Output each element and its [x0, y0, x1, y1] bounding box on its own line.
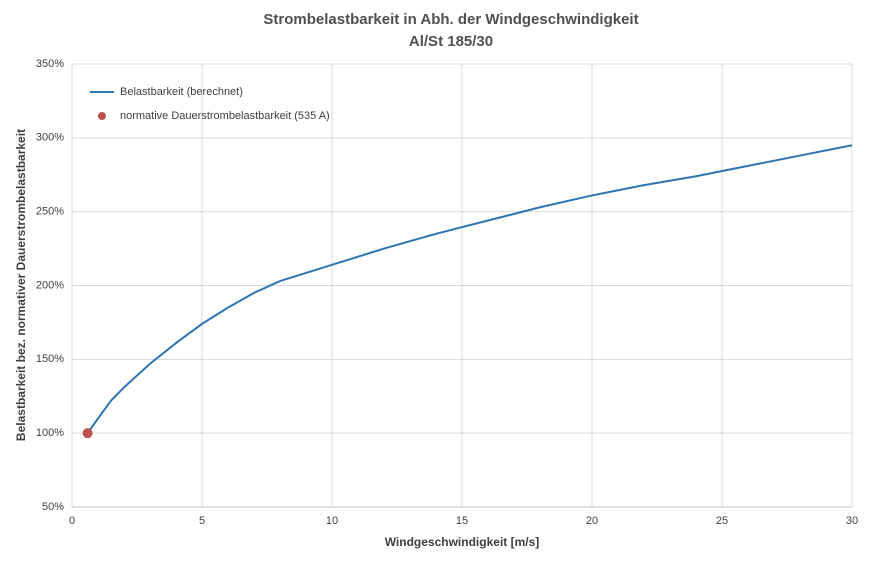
x-tick-label: 5	[199, 515, 205, 527]
y-tick-label: 100%	[36, 427, 64, 439]
x-tick-label: 25	[716, 515, 728, 527]
y-axis-title: Belastbarkeit bez. normativer Dauerstrom…	[14, 129, 28, 441]
x-tick-label: 15	[456, 515, 468, 527]
x-tick-label: 0	[69, 515, 75, 527]
data-point	[82, 428, 93, 439]
y-tick-label: 50%	[42, 501, 64, 513]
y-tick-label: 150%	[36, 353, 64, 365]
chart-title: Strombelastbarkeit in Abh. der Windgesch…	[263, 11, 638, 28]
legend-label: normative Dauerstrombelastbarkeit (535 A…	[120, 110, 330, 122]
y-tick-label: 300%	[36, 132, 64, 144]
x-tick-label: 30	[846, 515, 858, 527]
y-tick-label: 350%	[36, 58, 64, 70]
chart-subtitle: Al/St 185/30	[409, 33, 493, 50]
data-line	[86, 144, 853, 434]
y-tick-label: 200%	[36, 279, 64, 291]
y-tick-label: 250%	[36, 206, 64, 218]
x-tick-label: 10	[326, 515, 338, 527]
legend-symbol	[98, 112, 106, 120]
x-axis-title: Windgeschwindigkeit [m/s]	[385, 535, 540, 549]
legend-label: Belastbarkeit (berechnet)	[120, 86, 243, 98]
x-tick-label: 20	[586, 515, 598, 527]
